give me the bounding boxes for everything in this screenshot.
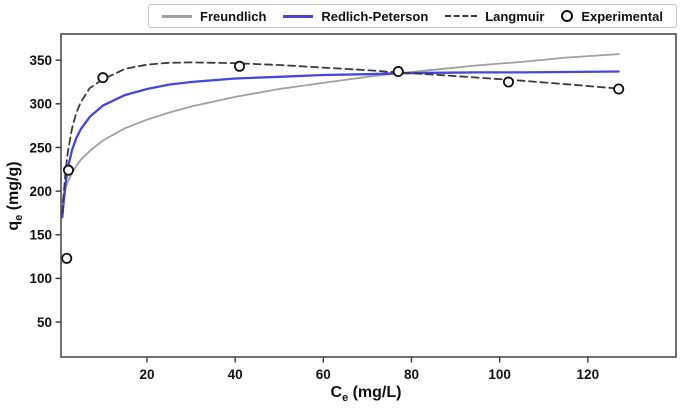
experimental-point bbox=[234, 60, 246, 72]
experimental-circle-swatch bbox=[561, 10, 574, 22]
y-tick-label: 350 bbox=[29, 53, 52, 68]
legend-item-redlich-peterson: Redlich-Peterson bbox=[283, 9, 428, 24]
langmuir-curve bbox=[61, 61, 620, 214]
experimental-point bbox=[61, 252, 73, 264]
x-axis-label: Ce (mg/L) bbox=[330, 383, 402, 405]
x-tick-label: 20 bbox=[139, 367, 154, 382]
y-tick-label: 100 bbox=[29, 271, 52, 286]
experimental-point bbox=[62, 164, 74, 176]
legend-item-langmuir: Langmuir bbox=[445, 9, 544, 24]
redlich-peterson-curve bbox=[61, 70, 620, 219]
y-tick-label: 50 bbox=[37, 315, 52, 330]
plot-border bbox=[60, 33, 677, 358]
y-axis-label: qe (mg/g) bbox=[4, 161, 26, 231]
y-tick-label: 150 bbox=[29, 228, 52, 243]
legend-label-experimental: Experimental bbox=[581, 8, 663, 24]
legend-label-freundlich: Freundlich bbox=[200, 8, 267, 24]
legend-label-langmuir: Langmuir bbox=[485, 8, 545, 24]
legend-label-redlich-peterson: Redlich-Peterson bbox=[321, 8, 429, 24]
x-tick-label: 100 bbox=[488, 367, 511, 382]
experimental-point bbox=[502, 76, 514, 88]
legend-item-freundlich: Freundlich bbox=[162, 9, 266, 24]
freundlich-curve bbox=[61, 53, 620, 204]
experimental-point bbox=[97, 72, 109, 84]
redlich-peterson-line-swatch bbox=[283, 14, 314, 18]
x-tick-label: 80 bbox=[404, 367, 419, 382]
y-tick-label: 250 bbox=[29, 140, 52, 155]
x-tick-label: 60 bbox=[316, 367, 331, 382]
experimental-point bbox=[613, 83, 625, 95]
x-tick-label: 40 bbox=[228, 367, 243, 382]
legend-item-experimental: Experimental bbox=[561, 9, 663, 24]
langmuir-dashed-swatch bbox=[445, 15, 478, 17]
y-tick-label: 300 bbox=[29, 97, 52, 112]
freundlich-line-swatch bbox=[162, 14, 192, 18]
y-tick-label: 200 bbox=[29, 184, 52, 199]
legend: Freundlich Redlich-Peterson Langmuir Exp… bbox=[148, 4, 677, 28]
x-tick-label: 120 bbox=[577, 367, 600, 382]
experimental-point bbox=[392, 66, 404, 78]
